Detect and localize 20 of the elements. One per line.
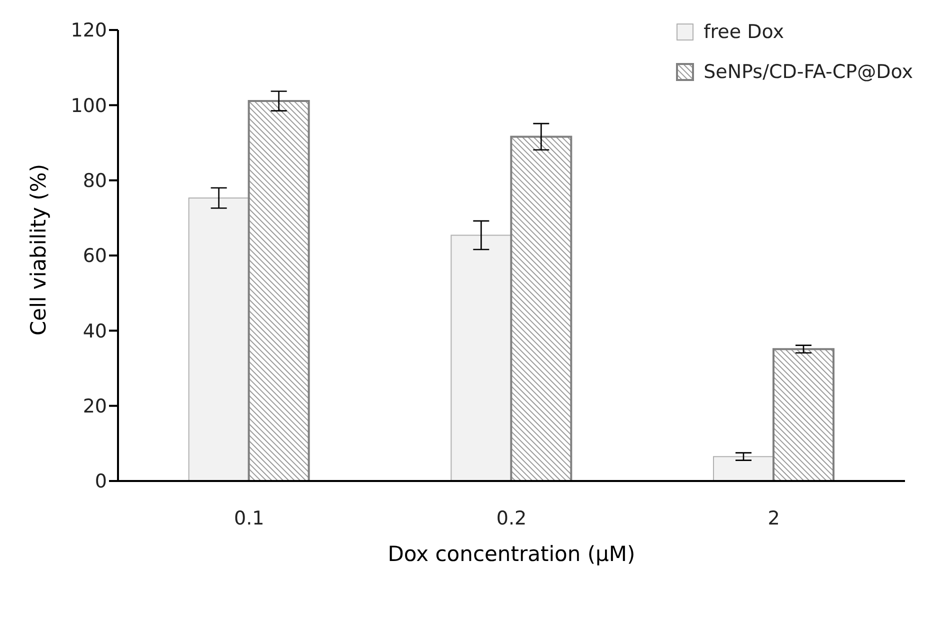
- bar: [188, 198, 250, 481]
- y-tick-label: 100: [70, 94, 107, 117]
- x-tick-label: 0.1: [234, 507, 264, 530]
- y-tick-label: 40: [82, 320, 107, 342]
- x-tick-label: 2: [768, 507, 780, 530]
- bar: [450, 234, 512, 481]
- y-tick-label: 60: [82, 245, 107, 268]
- y-tick-label: 20: [82, 396, 107, 418]
- x-tick-label: 0.2: [496, 507, 527, 530]
- bar: [510, 136, 572, 481]
- legend-label: SeNPs/CD-FA-CP@Dox: [704, 61, 913, 83]
- y-tick-label: 80: [82, 170, 107, 192]
- y-axis-title: Cell viability (%): [26, 164, 50, 336]
- y-tick-label: 0: [94, 470, 107, 493]
- legend-label: free Dox: [704, 21, 784, 43]
- bar: [712, 456, 774, 481]
- bar: [248, 100, 310, 481]
- bar: [772, 348, 834, 481]
- x-axis-title: Dox concentration (µM): [388, 542, 636, 566]
- y-tick-label: 120: [70, 20, 107, 42]
